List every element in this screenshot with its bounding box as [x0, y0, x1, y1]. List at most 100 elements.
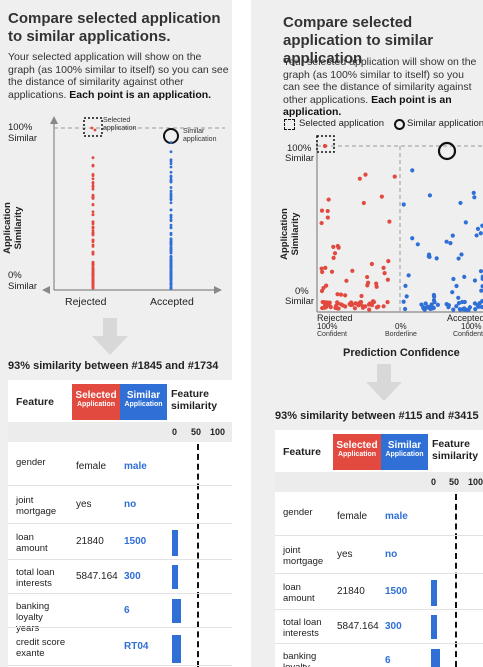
application-point	[169, 197, 173, 201]
right-y-top-label: 100%	[287, 143, 312, 154]
selected-value: 5847.164	[337, 621, 379, 632]
application-point	[473, 307, 478, 312]
right-x-mid-label: Borderline	[385, 331, 417, 338]
application-point	[91, 193, 95, 197]
row-divider	[275, 643, 483, 644]
similar-value: male	[124, 461, 147, 472]
application-point	[462, 274, 467, 279]
application-point	[321, 285, 326, 291]
feature-name: total loan interests	[16, 567, 55, 589]
table-row: loan amount 21840 1500	[275, 574, 483, 610]
application-point	[331, 255, 336, 260]
application-point	[169, 186, 173, 189]
tick-100: 100	[468, 477, 483, 487]
similarity-bar	[172, 565, 178, 589]
application-point	[348, 302, 354, 308]
col-header-selected: Selected Application	[333, 434, 381, 470]
application-point	[322, 300, 327, 305]
application-point	[91, 286, 95, 290]
application-point	[423, 301, 428, 306]
application-point	[403, 283, 408, 288]
application-point	[480, 274, 483, 279]
feature-name: joint mortgage	[16, 495, 57, 517]
application-point	[344, 278, 349, 283]
application-point	[91, 180, 95, 184]
similar-value: 300	[385, 621, 402, 632]
application-point	[406, 273, 411, 278]
feature-name: gender	[283, 507, 313, 518]
application-point	[169, 279, 173, 283]
application-point	[169, 264, 173, 268]
col-header-feature-similarity[interactable]: Feature similarity	[432, 438, 479, 462]
row-divider	[8, 665, 232, 666]
application-point	[91, 184, 95, 188]
similar-value: no	[385, 549, 398, 560]
application-point	[352, 306, 358, 311]
application-point	[379, 194, 384, 199]
application-point	[169, 189, 173, 193]
application-point	[169, 208, 173, 212]
right-x-mid-pct: 0%	[395, 322, 407, 331]
application-point	[427, 193, 433, 198]
application-point	[363, 304, 368, 309]
application-point	[478, 269, 483, 274]
application-point	[410, 168, 415, 173]
right-x-axis-title: Prediction Confidence	[343, 347, 460, 359]
application-point	[169, 150, 173, 154]
application-point	[169, 158, 173, 162]
ticks-row	[275, 472, 483, 492]
application-point	[169, 285, 173, 289]
similar-value: 1500	[124, 536, 147, 547]
application-point	[169, 226, 173, 230]
right-x-accepted: Accepted	[447, 313, 483, 323]
left-feature-table: Feature Selected Application Similar Appli…	[8, 380, 232, 667]
application-point	[91, 263, 95, 266]
application-point	[479, 288, 483, 293]
application-point	[340, 303, 346, 308]
row-divider	[8, 485, 232, 486]
application-point	[93, 128, 97, 132]
application-point	[91, 177, 95, 181]
col-header-selected: Selected Application	[72, 384, 120, 420]
application-point	[91, 156, 95, 160]
application-point	[359, 293, 364, 299]
application-point	[472, 301, 478, 306]
feature-name: joint mortgage	[283, 545, 324, 567]
row-divider	[275, 535, 483, 536]
application-point	[169, 214, 173, 218]
application-point	[91, 250, 95, 254]
similar-value: 300	[124, 571, 141, 582]
application-point	[374, 284, 379, 289]
left-panel: Compare selected application to similar …	[0, 0, 232, 667]
application-point	[426, 252, 432, 257]
application-point	[466, 307, 471, 312]
application-point	[385, 277, 390, 282]
col-header-feature-similarity[interactable]: Feature similarity	[171, 388, 218, 412]
right-x-rejected: Rejected	[317, 313, 353, 323]
tick-0: 0	[172, 427, 178, 437]
application-point	[365, 283, 370, 288]
application-point	[350, 268, 355, 273]
right-y-axis-title: Application Similarity	[279, 208, 301, 260]
application-point	[91, 276, 95, 280]
row-divider	[8, 593, 232, 594]
application-point	[451, 276, 456, 282]
application-point	[357, 176, 362, 181]
application-point	[471, 190, 476, 195]
fifty-percent-line	[455, 494, 457, 667]
application-point	[331, 244, 336, 249]
application-point	[369, 261, 374, 267]
application-point	[169, 179, 173, 183]
application-point	[319, 266, 324, 271]
application-point	[169, 141, 173, 144]
selected-square-icon	[284, 119, 295, 130]
selected-value: female	[76, 461, 107, 472]
application-point	[386, 259, 391, 264]
similarity-bar	[431, 580, 437, 606]
application-point	[169, 237, 173, 241]
feature-name: total loan interests	[283, 617, 322, 639]
similar-value: 1500	[385, 586, 408, 597]
application-point	[451, 307, 456, 312]
application-point	[343, 293, 348, 298]
application-point	[169, 262, 173, 266]
